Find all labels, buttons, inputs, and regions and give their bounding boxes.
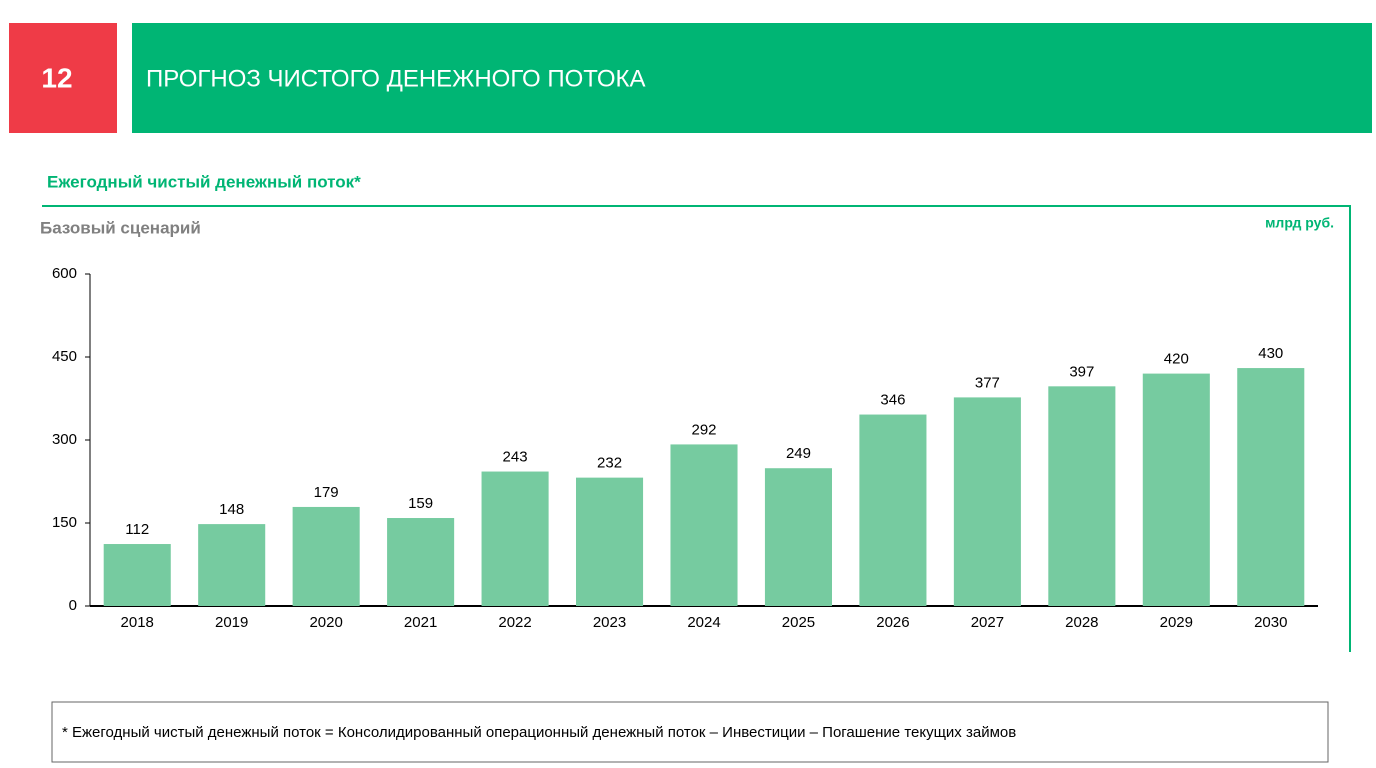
data-label: 249 — [786, 445, 811, 462]
bar — [1237, 368, 1305, 606]
bar — [953, 397, 1021, 606]
bar — [198, 524, 266, 606]
x-tick-label: 2019 — [215, 614, 248, 631]
x-tick-label: 2018 — [121, 614, 154, 631]
x-tick-label: 2029 — [1160, 614, 1193, 631]
bar — [670, 444, 738, 606]
data-label: 346 — [880, 392, 905, 409]
bar — [387, 518, 455, 606]
data-label: 377 — [975, 374, 1000, 391]
data-label: 112 — [125, 521, 149, 538]
bar — [1048, 386, 1116, 606]
footnote: * Ежегодный чистый денежный поток = Конс… — [62, 724, 1016, 741]
y-tick-label: 600 — [52, 265, 77, 282]
unit-label: млрд руб. — [1265, 215, 1334, 231]
data-label: 292 — [691, 421, 716, 438]
x-tick-label: 2020 — [309, 614, 342, 631]
header-bar — [132, 23, 1372, 133]
data-label: 159 — [408, 495, 433, 512]
slide-number-box — [9, 23, 117, 133]
x-tick-label: 2026 — [876, 614, 909, 631]
x-tick-label: 2023 — [593, 614, 626, 631]
x-tick-label: 2021 — [404, 614, 437, 631]
data-label: 420 — [1164, 351, 1189, 368]
bar — [1142, 373, 1210, 606]
chart-title: Ежегодный чистый денежный поток* — [47, 172, 361, 191]
y-tick-label: 300 — [52, 431, 77, 448]
x-tick-label: 2024 — [687, 614, 720, 631]
y-tick-label: 450 — [52, 348, 77, 365]
x-tick-label: 2022 — [498, 614, 531, 631]
header-title: ПРОГНОЗ ЧИСТОГО ДЕНЕЖНОГО ПОТОКА — [146, 65, 645, 92]
bar — [764, 468, 832, 606]
data-label: 148 — [219, 501, 244, 518]
y-tick-label: 0 — [69, 597, 77, 614]
data-label: 179 — [314, 484, 339, 501]
data-label: 243 — [503, 449, 528, 466]
x-tick-label: 2027 — [971, 614, 1004, 631]
bar — [859, 414, 927, 606]
bar — [292, 506, 360, 606]
x-tick-label: 2028 — [1065, 614, 1098, 631]
footnote-box — [51, 701, 1329, 763]
y-tick-label: 150 — [52, 514, 77, 531]
bar — [103, 544, 171, 606]
data-label: 397 — [1069, 363, 1094, 380]
data-label: 232 — [597, 455, 622, 472]
x-tick-label: 2025 — [782, 614, 815, 631]
data-label: 430 — [1258, 345, 1283, 362]
slide-number: 12 — [41, 62, 72, 93]
chart-subtitle: Базовый сценарий — [40, 218, 201, 237]
x-tick-label: 2030 — [1254, 614, 1287, 631]
bar — [481, 471, 549, 606]
bar — [576, 477, 644, 606]
